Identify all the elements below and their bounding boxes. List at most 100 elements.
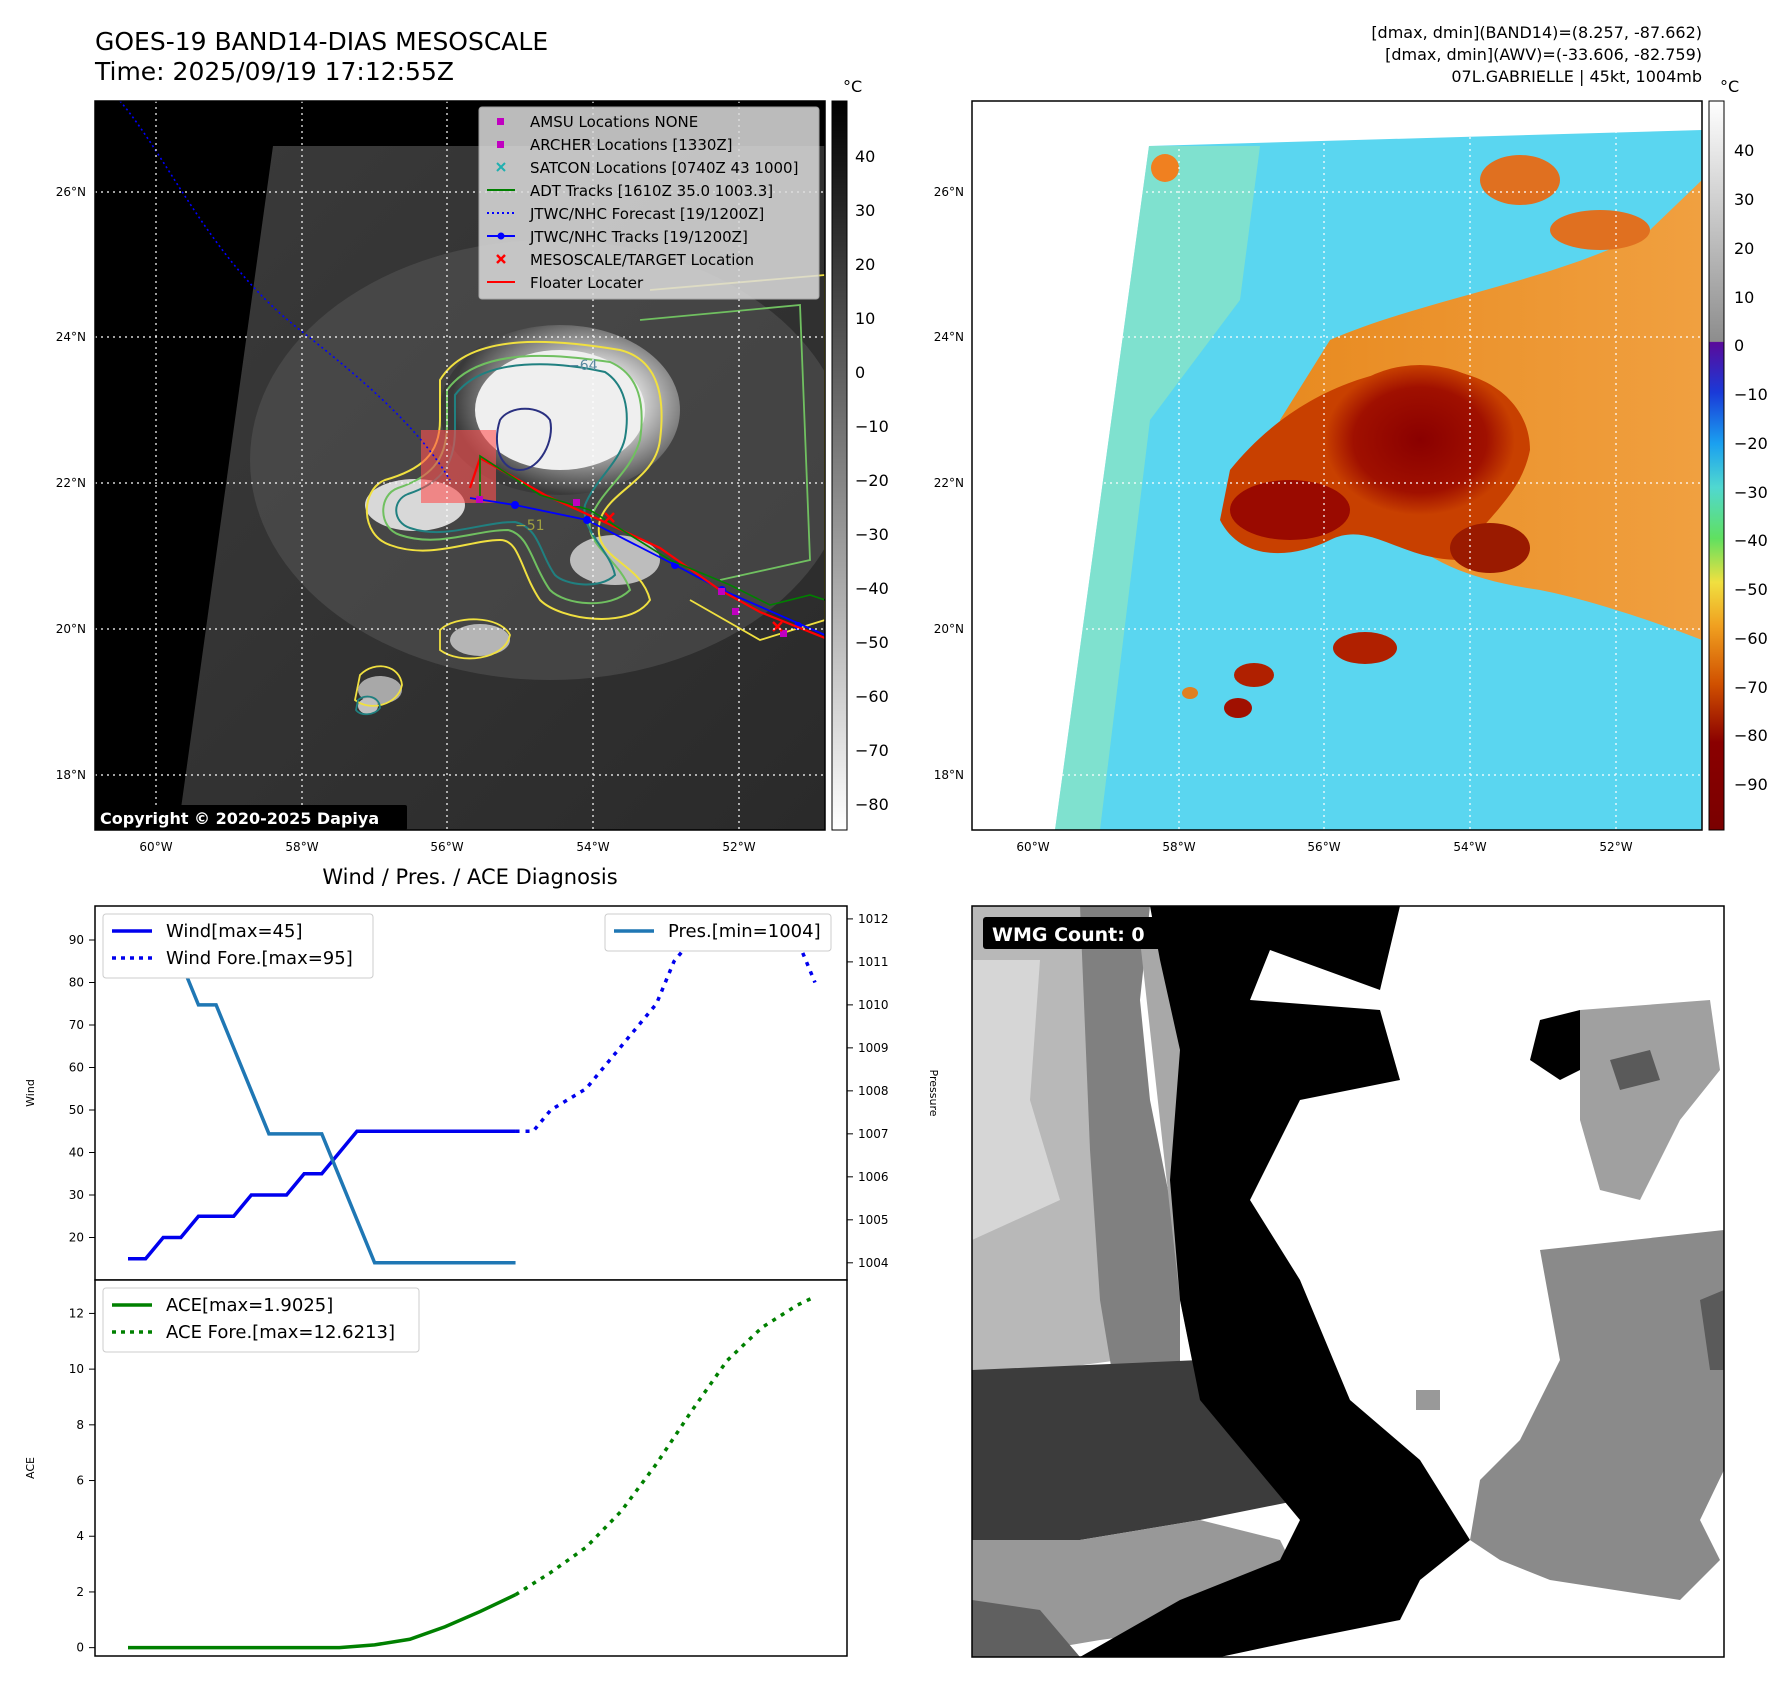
ace-tick-label: 12	[69, 1306, 84, 1320]
svg-text:−70: −70	[855, 741, 889, 760]
copyright-badge	[95, 805, 407, 830]
svg-text:−80: −80	[855, 795, 889, 814]
svg-text:−90: −90	[1734, 775, 1768, 794]
contour-navy	[495, 407, 552, 472]
ace-tick-label: 0	[76, 1641, 84, 1655]
color-colorbar-unit: °C	[1720, 77, 1739, 96]
legend-floater: Floater Locater	[530, 274, 644, 292]
wind-tick-label: 80	[69, 976, 84, 990]
pressure-axis-label: Pressure	[927, 1070, 940, 1117]
svg-text:30: 30	[1734, 190, 1754, 209]
color-map: 26°N 24°N 22°N 20°N 18°N 60°W 58°W 56°W …	[934, 100, 1703, 854]
color-colorbar-ticks: 40 30 20 10 0 −10 −20 −30 −40 −50 −60 −7…	[1734, 141, 1768, 794]
pressure-tick-label: 1006	[858, 1170, 889, 1184]
map-legend: AMSU Locations NONE ARCHER Locations [13…	[478, 106, 820, 300]
wind-tick-label: 70	[69, 1018, 84, 1032]
legend-pressure: Pres.[min=1004]	[668, 921, 821, 942]
pressure-tick-label: 1010	[858, 998, 889, 1012]
legend-amsu: AMSU Locations NONE	[530, 113, 698, 131]
archer-points	[476, 496, 787, 637]
svg-text:0: 0	[1734, 336, 1744, 355]
svg-text:−80: −80	[1734, 726, 1768, 745]
legend-adt: ADT Tracks [1610Z 35.0 1003.3]	[530, 182, 773, 200]
pressure-tick-label: 1004	[858, 1256, 889, 1270]
figure-time: Time: 2025/09/19 17:12:55Z	[94, 57, 454, 86]
cloud-cell-a	[450, 624, 510, 656]
wind-tick-label: 20	[69, 1231, 84, 1245]
wind-tick-label: 30	[69, 1188, 84, 1202]
map-gridlines-right	[972, 101, 1702, 830]
legend-wind-fore: Wind Fore.[max=95]	[166, 948, 353, 969]
svg-text:−60: −60	[1734, 629, 1768, 648]
wmg-panel: WMG Count: 0	[971, 905, 1725, 1658]
svg-text:−10: −10	[1734, 385, 1768, 404]
svg-text:10: 10	[1734, 288, 1754, 307]
ace-legend: ACE[max=1.9025] ACE Fore.[max=12.6213]	[102, 1287, 420, 1353]
pressure-tick-label: 1012	[858, 912, 889, 926]
wmg-badge	[983, 917, 1163, 949]
adt-track	[479, 454, 825, 606]
wmg-count: WMG Count: 0	[992, 924, 1145, 946]
legend-ace-fore: ACE Fore.[max=12.6213]	[166, 1322, 395, 1343]
diagnosis-title: Wind / Pres. / ACE Diagnosis	[322, 865, 617, 889]
legend-archer-marker	[497, 141, 504, 148]
ace-tick-label: 4	[76, 1529, 84, 1543]
contour-cell-b	[354, 665, 403, 707]
legend-satcon: SATCON Locations [0740Z 43 1000]	[530, 159, 798, 177]
figure-title: GOES-19 BAND14-DIAS MESOSCALE	[95, 27, 548, 56]
cloud-core-bright	[475, 350, 645, 470]
svg-text:20: 20	[855, 255, 875, 274]
svg-text:52°W: 52°W	[722, 840, 755, 854]
color-colorbar: °C 40 30 20 10 0 −10 −20 −30 −40 −50 −60…	[1708, 77, 1768, 831]
wind-axis-label: Wind	[24, 1079, 37, 1107]
contour-east-green	[639, 304, 811, 581]
lon-labels-right: 60°W 58°W 56°W 54°W 52°W	[1016, 840, 1632, 854]
pressure-tick-label: 1009	[858, 1041, 889, 1055]
contour-label-64: −64	[568, 358, 598, 374]
cloud-band-south	[570, 535, 660, 585]
svg-text:58°W: 58°W	[285, 840, 318, 854]
svg-text:56°W: 56°W	[430, 840, 463, 854]
pressure-tick-label: 1007	[858, 1127, 889, 1141]
ace-line	[128, 1593, 517, 1650]
ace-tick-label: 2	[76, 1585, 84, 1599]
map-gridlines	[95, 101, 825, 830]
copyright: Copyright © 2020-2025 Dapiya	[100, 809, 379, 828]
contour-cell-a	[439, 618, 511, 660]
floater-box	[421, 430, 496, 503]
svg-text:−20: −20	[1734, 434, 1768, 453]
svg-text:30: 30	[855, 201, 875, 220]
legend-target-marker	[496, 254, 506, 264]
svg-text:−50: −50	[855, 633, 889, 652]
svg-text:−60: −60	[855, 687, 889, 706]
svg-text:−40: −40	[855, 579, 889, 598]
contour-yellow	[365, 340, 663, 620]
legend-wind: Wind[max=45]	[166, 921, 303, 942]
wmg-cold-region	[1080, 906, 1470, 1657]
floater-track	[468, 456, 825, 640]
pressure-tick-label: 1011	[858, 955, 889, 969]
best-track	[469, 497, 825, 636]
wind-tick-label: 40	[69, 1146, 84, 1160]
svg-text:24°N: 24°N	[934, 330, 964, 344]
wind-tick-label: 50	[69, 1103, 84, 1117]
wmg-image	[972, 906, 1724, 1657]
svg-text:−70: −70	[1734, 678, 1768, 697]
svg-text:−30: −30	[855, 525, 889, 544]
svg-text:18°N: 18°N	[56, 768, 86, 782]
svg-text:26°N: 26°N	[934, 185, 964, 199]
svg-text:−40: −40	[1734, 531, 1768, 550]
info-awv-range: [dmax, dmin](AWV)=(-33.606, -82.759)	[1385, 45, 1702, 64]
ace-tick-label: 10	[69, 1362, 84, 1376]
pressure-legend: Pres.[min=1004]	[604, 913, 832, 952]
contour-label-51: −51	[515, 518, 545, 534]
wind-tick-label: 60	[69, 1061, 84, 1075]
wind-pressure-chart: Wind Pressure 20 30 40 50 60 70 80 90 1004 1005 1…	[24, 905, 940, 1281]
lat-labels-right: 26°N 24°N 22°N 20°N 18°N	[934, 185, 964, 782]
legend-forecast: JTWC/NHC Forecast [19/1200Z]	[529, 205, 764, 223]
svg-text:0: 0	[855, 363, 865, 382]
svg-text:18°N: 18°N	[934, 768, 964, 782]
ace-tick-label: 8	[76, 1418, 84, 1432]
svg-text:22°N: 22°N	[56, 476, 86, 490]
